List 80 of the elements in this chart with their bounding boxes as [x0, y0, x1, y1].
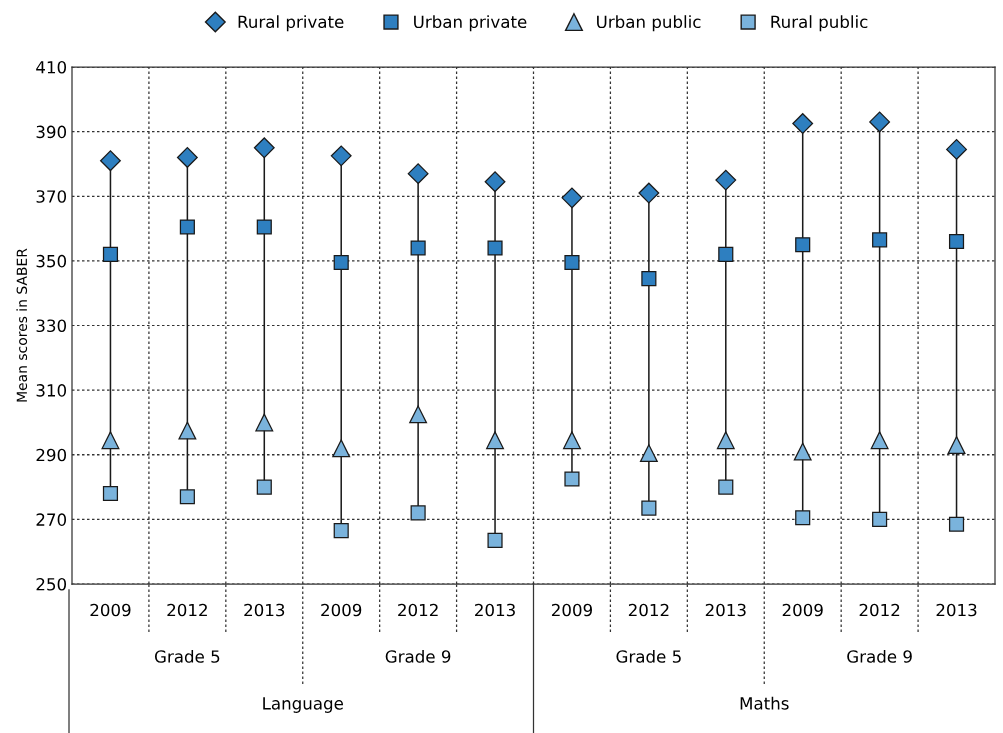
point — [948, 516, 965, 532]
point — [179, 489, 195, 505]
point — [410, 505, 426, 521]
point — [718, 479, 734, 495]
point — [872, 511, 888, 527]
point — [947, 436, 966, 455]
point — [870, 431, 889, 450]
point — [484, 171, 506, 193]
y-tick-label: 350 — [36, 254, 67, 268]
point — [641, 271, 657, 287]
text: Grade 5 — [154, 649, 220, 663]
point — [946, 138, 967, 160]
point — [253, 137, 275, 159]
point — [641, 500, 657, 516]
y-tick-label: 290 — [36, 448, 67, 462]
y-tick-label: 410 — [36, 60, 67, 74]
text: Grade 9 — [385, 649, 451, 663]
point — [872, 232, 888, 248]
point — [407, 163, 429, 185]
point — [948, 233, 965, 250]
point — [255, 413, 274, 432]
point — [409, 405, 428, 424]
point — [333, 254, 349, 271]
point — [792, 113, 814, 134]
legend-label: Rural public — [771, 15, 868, 32]
legend-label: Urban private — [414, 15, 527, 32]
legend-label: Rural private — [238, 15, 344, 32]
point — [101, 431, 120, 450]
x-tick-label: 2013 — [244, 603, 285, 617]
x-tick-label: 2009 — [321, 603, 362, 617]
point — [487, 240, 503, 256]
x-tick-label: 2013 — [936, 603, 977, 617]
point — [330, 145, 352, 167]
x-tick-label: 2012 — [628, 603, 669, 617]
x-tick-label: 2012 — [167, 603, 207, 617]
point — [102, 485, 119, 502]
point — [100, 150, 121, 172]
point — [178, 421, 197, 440]
text: Grade 5 — [616, 649, 681, 663]
point — [639, 444, 658, 463]
point — [715, 169, 737, 191]
x-tick-label: 2009 — [551, 603, 592, 617]
y-tick-label: 390 — [36, 125, 67, 139]
point — [332, 439, 351, 458]
point — [256, 479, 272, 495]
y-tick-label: 370 — [36, 190, 67, 203]
point — [333, 523, 349, 539]
point — [487, 532, 503, 548]
point — [176, 147, 198, 168]
y-axis-title: Mean scores in SABER — [16, 248, 28, 402]
legend-label: Urban public — [597, 15, 701, 32]
point — [718, 246, 734, 262]
point — [795, 510, 811, 526]
point — [256, 219, 272, 235]
text: Language — [263, 697, 343, 713]
point — [564, 471, 580, 487]
point — [795, 237, 811, 253]
point — [561, 187, 583, 209]
y-tick-label: 330 — [36, 319, 67, 333]
point — [564, 254, 580, 271]
text: Maths — [740, 696, 789, 710]
x-tick-label: 2009 — [90, 603, 131, 617]
y-tick-label: 250 — [36, 577, 67, 591]
y-tick-label: 270 — [36, 513, 67, 526]
point — [410, 240, 426, 256]
x-tick-label: 2013 — [705, 603, 746, 617]
x-tick-label: 2012 — [859, 603, 900, 617]
point — [716, 431, 735, 450]
point — [102, 246, 119, 262]
x-tick-label: 2012 — [398, 603, 438, 617]
point — [179, 219, 195, 235]
text: Grade 9 — [847, 649, 912, 663]
y-tick-label: 310 — [36, 384, 67, 397]
point — [563, 431, 581, 450]
point — [638, 182, 660, 204]
x-tick-label: 2013 — [475, 603, 515, 617]
x-tick-label: 2009 — [782, 603, 823, 617]
point — [869, 111, 891, 133]
point — [486, 431, 505, 450]
point — [793, 442, 812, 461]
